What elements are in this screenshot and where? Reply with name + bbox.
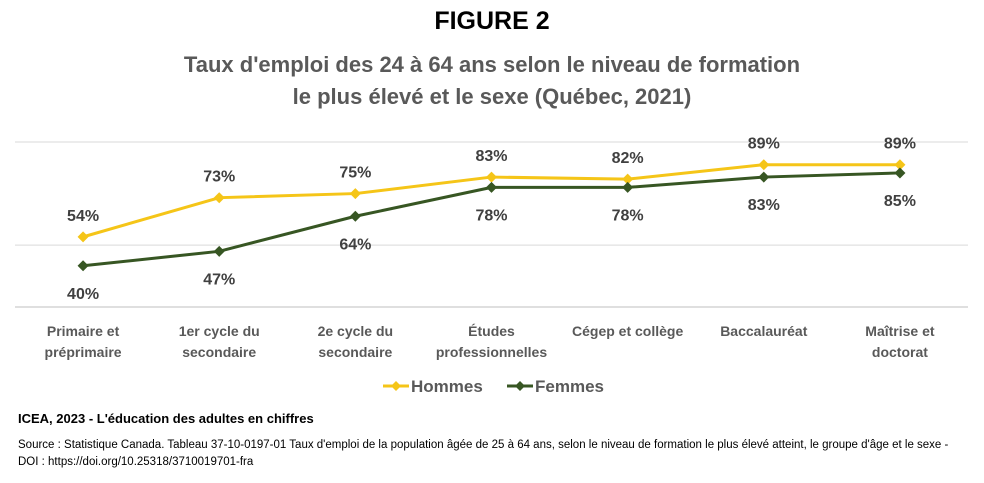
data-point-hommes [349,188,361,200]
data-point-femmes [213,245,225,257]
data-label-hommes: 75% [339,165,371,182]
data-label-femmes: 83% [748,197,780,214]
data-point-hommes [486,171,497,183]
data-label-hommes: 73% [203,169,235,186]
chart-title-line-2: le plus élevé et le sexe (Québec, 2021) [292,84,692,109]
data-label-femmes: 78% [612,207,644,224]
data-label-femmes: 85% [884,193,916,210]
data-point-hommes [213,192,225,204]
data-label-femmes: 78% [475,207,507,224]
x-tick-label: Études professionnelles [436,323,547,360]
x-tick-label: Primaire et préprimaire [45,323,122,360]
data-label-femmes: 64% [339,236,371,253]
legend-label-hommes: Hommes [411,377,483,396]
data-point-hommes [77,231,89,243]
data-point-femmes [758,171,770,183]
data-point-hommes [758,159,770,171]
data-label-femmes: 47% [203,271,235,288]
data-point-femmes [349,210,361,222]
legend-marker-femmes [515,381,525,391]
data-point-femmes [77,260,89,272]
x-tick-label: Maîtrise et doctorat [865,323,935,360]
data-label-hommes: 83% [475,148,507,165]
data-label-hommes: 89% [884,136,916,153]
x-tick-label: 1er cycle du secondaire [179,323,260,360]
data-label-hommes: 89% [748,136,780,153]
data-label-femmes: 40% [67,286,99,303]
source-heading: ICEA, 2023 - L'éducation des adultes en … [18,411,314,426]
chart-title-line-1: Taux d'emploi des 24 à 64 ans selon le n… [183,52,801,77]
legend-label-femmes: Femmes [535,377,604,396]
data-point-femmes [622,181,634,193]
data-point-femmes [894,167,906,179]
data-label-hommes: 82% [612,150,644,167]
data-point-hommes [622,173,634,185]
line-chart: Primaire et préprimaire 1er cycle du second… [15,136,968,396]
figure-label: FIGURE 2 [434,7,550,35]
data-point-femmes [486,181,497,193]
chart-title: Taux d'emploi des 24 à 64 ans selon le n… [0,49,984,113]
x-tick-label: Cégep et collège [572,323,683,339]
x-tick-label: 2e cycle du secondaire [318,323,394,360]
data-label-hommes: 54% [67,208,99,225]
x-tick-label: Baccalauréat [720,323,808,339]
legend-marker-hommes [391,381,401,391]
data-point-hommes [894,159,906,171]
source-text: Source : Statistique Canada. Tableau 37-… [18,439,949,468]
